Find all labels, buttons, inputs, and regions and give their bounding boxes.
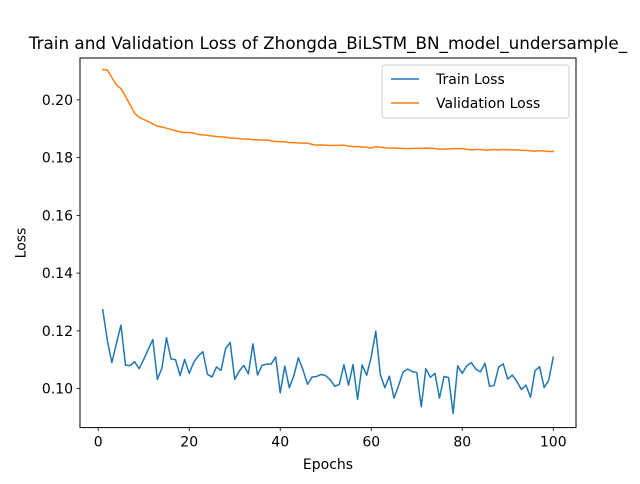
x-axis-label: Epochs [303,457,353,473]
x-tick-label: 0 [94,435,103,451]
y-tick-label: 0.14 [42,266,73,282]
y-tick-label: 0.16 [42,208,73,224]
x-tick-label: 40 [271,435,289,451]
series-line-validation-loss [101,68,554,153]
legend-label-validation-loss: Validation Loss [436,96,540,112]
y-tick-label: 0.18 [42,151,73,167]
x-tick-label: 60 [362,435,380,451]
y-tick-label: 0.10 [42,382,73,398]
series-line-train-loss [101,308,555,415]
y-axis-label: Loss [14,228,30,259]
x-tick-label: 20 [180,435,198,451]
y-tick-label: 0.20 [42,93,73,109]
y-axis-ticks: 0.10 0.12 0.14 0.16 0.18 0.20 [42,93,80,398]
chart-title: Train and Validation Loss of Zhongda_BiL… [28,33,628,54]
x-axis-ticks: 0 20 40 60 80 100 [94,427,567,451]
legend-frame [381,64,570,119]
series-layer [101,68,555,415]
plot-area-frame [79,57,577,429]
legend: Train Loss Validation Loss [381,64,570,119]
y-tick-label: 0.12 [42,324,73,340]
x-tick-label: 100 [540,435,567,451]
legend-label-train-loss: Train Loss [435,72,505,88]
x-tick-label: 80 [453,435,471,451]
